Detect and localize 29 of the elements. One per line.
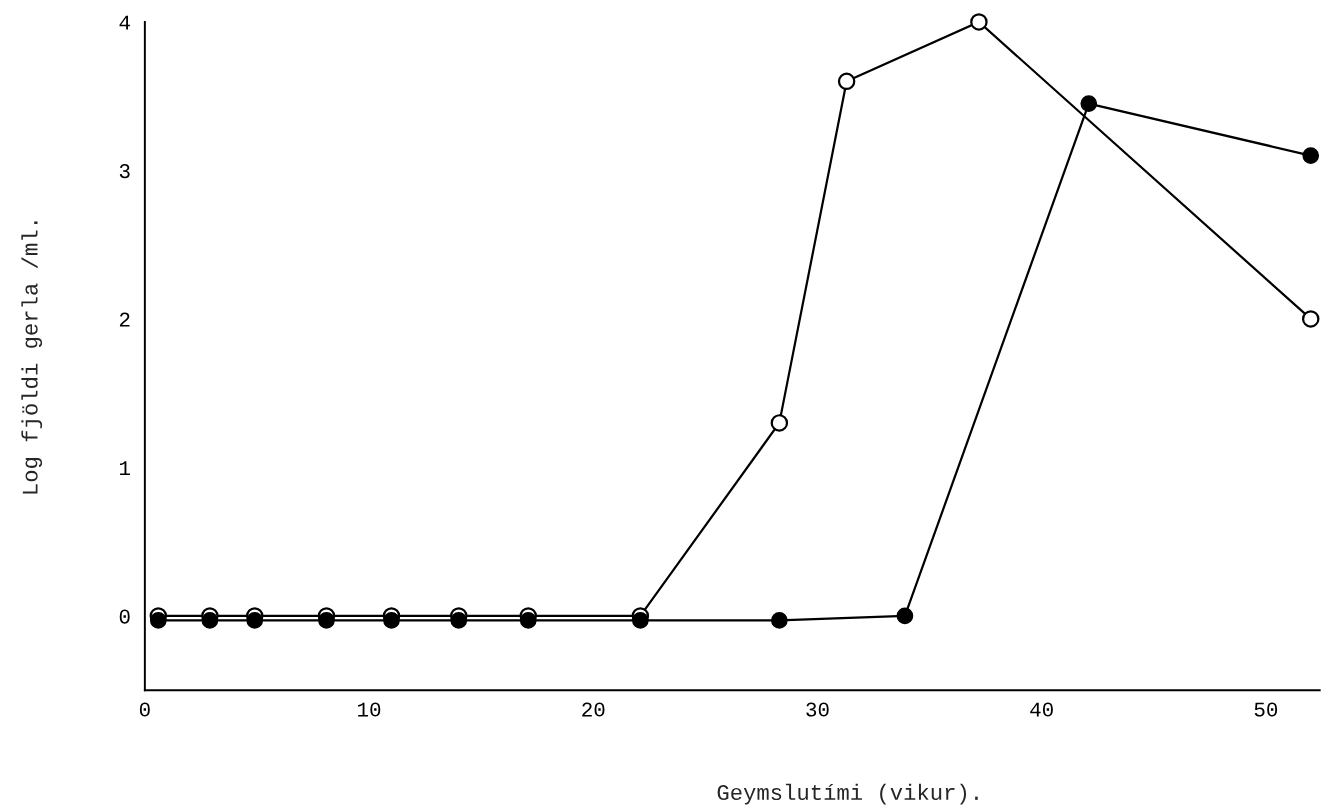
y-tick-label: 3 — [119, 164, 130, 179]
x-tick-label: 50 — [1254, 702, 1278, 717]
point — [1302, 147, 1320, 164]
point — [1301, 310, 1320, 328]
point — [318, 612, 335, 629]
point — [970, 13, 988, 31]
point — [770, 414, 789, 432]
y-tick-label: 2 — [119, 312, 130, 327]
point — [149, 612, 167, 629]
x-tick-label: 20 — [582, 702, 605, 717]
y-tick-label: 0 — [119, 609, 130, 624]
x-axis-title: Geymslutími (vikur). — [717, 783, 978, 805]
point — [519, 612, 537, 629]
point — [896, 607, 914, 625]
y-tick-label: 4 — [119, 15, 130, 30]
point — [201, 612, 219, 629]
point — [632, 612, 649, 629]
point — [771, 612, 788, 629]
x-tick-label: 30 — [806, 702, 829, 717]
x-tick-label: 10 — [358, 702, 381, 717]
x-tick-label: 0 — [139, 702, 150, 717]
point — [450, 612, 468, 629]
y-axis-title: Log fjöldi gerla /ml. — [21, 221, 43, 494]
point — [246, 612, 264, 629]
y-tick-label: 1 — [119, 461, 130, 475]
point — [383, 612, 400, 629]
x-tick-label: 40 — [1030, 702, 1053, 717]
point — [837, 72, 856, 91]
point — [1080, 95, 1098, 112]
